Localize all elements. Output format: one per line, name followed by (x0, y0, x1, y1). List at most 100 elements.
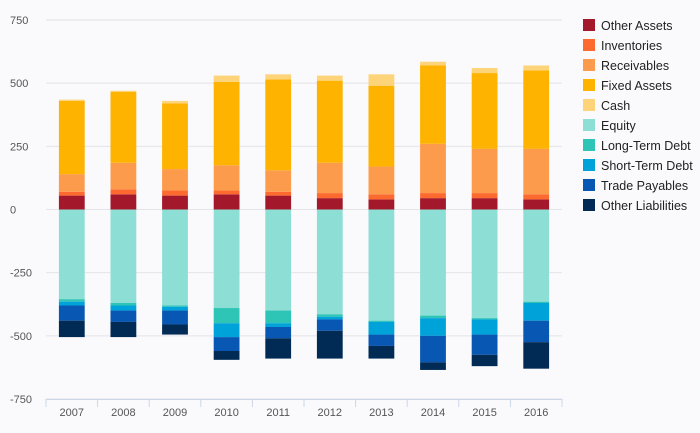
bar-segment[interactable] (162, 310, 188, 325)
bar-segment[interactable] (110, 90, 137, 93)
bar-segment[interactable] (420, 143, 446, 194)
legend-item[interactable]: Fixed Assets (583, 79, 672, 93)
bar-segment[interactable] (110, 209, 137, 303)
bar-segment[interactable] (523, 342, 550, 369)
bar-segment[interactable] (213, 81, 240, 166)
bar-segment[interactable] (316, 80, 343, 163)
bar-segment[interactable] (316, 198, 343, 210)
bar-segment[interactable] (110, 321, 137, 338)
bar-segment[interactable] (58, 209, 85, 300)
bar-segment[interactable] (213, 209, 240, 309)
bar-segment[interactable] (523, 65, 550, 71)
bar-segment[interactable] (58, 99, 85, 101)
bar-segment[interactable] (471, 319, 498, 335)
bar-segment[interactable] (368, 199, 395, 210)
bar-segment[interactable] (162, 195, 188, 210)
bar-segment[interactable] (471, 318, 498, 320)
bar-segment[interactable] (58, 301, 85, 306)
bar-segment[interactable] (368, 74, 395, 86)
bar-segment[interactable] (420, 335, 446, 363)
bar-segment[interactable] (523, 301, 550, 303)
bar-segment[interactable] (420, 362, 446, 370)
bar-segment[interactable] (162, 190, 188, 196)
bar-segment[interactable] (316, 209, 343, 315)
bar-segment[interactable] (265, 170, 292, 192)
bar-segment[interactable] (58, 191, 85, 196)
bar-segment[interactable] (162, 324, 188, 335)
bar-segment[interactable] (265, 323, 292, 327)
bar-segment[interactable] (471, 73, 498, 149)
bar-segment[interactable] (368, 345, 395, 359)
bar-segment[interactable] (162, 209, 188, 306)
legend-item[interactable]: Other Liabilities (583, 199, 687, 213)
bar-segment[interactable] (265, 195, 292, 210)
bar-segment[interactable] (213, 350, 240, 360)
bar-segment[interactable] (420, 315, 446, 319)
bar-segment[interactable] (110, 92, 137, 163)
bar-segment[interactable] (523, 302, 550, 321)
bar-segment[interactable] (265, 326, 292, 339)
bar-segment[interactable] (162, 306, 188, 311)
bar-segment[interactable] (523, 148, 550, 195)
bar-segment[interactable] (58, 100, 85, 175)
bar-segment[interactable] (58, 174, 85, 192)
bar-segment[interactable] (420, 318, 446, 336)
legend-item[interactable]: Inventories (583, 39, 662, 53)
bar-segment[interactable] (213, 308, 240, 324)
legend-item[interactable]: Other Assets (583, 19, 673, 33)
bar-segment[interactable] (162, 169, 188, 191)
bar-segment[interactable] (368, 320, 395, 322)
bar-segment[interactable] (213, 337, 240, 351)
bar-segment[interactable] (265, 79, 292, 171)
bar-segment[interactable] (420, 198, 446, 210)
bar-segment[interactable] (523, 194, 550, 200)
bar-segment[interactable] (316, 162, 343, 194)
bar-segment[interactable] (368, 85, 395, 167)
bar-segment[interactable] (316, 319, 343, 331)
bar-segment[interactable] (110, 310, 137, 322)
bar-segment[interactable] (523, 209, 550, 302)
bar-segment[interactable] (368, 321, 395, 335)
legend-item[interactable]: Trade Payables (583, 179, 688, 193)
bar-segment[interactable] (58, 195, 85, 210)
bar-segment[interactable] (265, 209, 292, 311)
bar-segment[interactable] (368, 209, 395, 321)
bar-segment[interactable] (471, 68, 498, 74)
bar-segment[interactable] (420, 209, 446, 316)
bar-segment[interactable] (162, 103, 188, 170)
bar-segment[interactable] (471, 354, 498, 367)
bar-segment[interactable] (110, 194, 137, 210)
legend-item[interactable]: Receivables (583, 59, 669, 73)
bar-segment[interactable] (368, 166, 395, 195)
bar-segment[interactable] (265, 310, 292, 324)
bar-segment[interactable] (265, 74, 292, 80)
bar-segment[interactable] (110, 305, 137, 311)
legend-item[interactable]: Short-Term Debt (583, 159, 693, 173)
bar-segment[interactable] (471, 334, 498, 355)
bar-segment[interactable] (316, 330, 343, 359)
bar-segment[interactable] (471, 198, 498, 210)
bar-segment[interactable] (58, 305, 85, 321)
bar-segment[interactable] (316, 193, 343, 199)
bar-segment[interactable] (523, 70, 550, 149)
bar-segment[interactable] (420, 61, 446, 66)
bar-segment[interactable] (110, 189, 137, 195)
bar-segment[interactable] (523, 199, 550, 210)
bar-segment[interactable] (471, 209, 498, 319)
bar-segment[interactable] (265, 338, 292, 359)
bar-segment[interactable] (471, 193, 498, 199)
bar-segment[interactable] (316, 75, 343, 81)
bar-segment[interactable] (110, 302, 137, 306)
bar-segment[interactable] (162, 100, 188, 104)
bar-segment[interactable] (58, 320, 85, 338)
bar-segment[interactable] (58, 299, 85, 302)
legend-item[interactable]: Cash (583, 99, 630, 113)
bar-segment[interactable] (316, 316, 343, 320)
bar-segment[interactable] (368, 334, 395, 346)
bar-segment[interactable] (110, 162, 137, 190)
bar-segment[interactable] (316, 314, 343, 317)
bar-segment[interactable] (213, 190, 240, 195)
bar-segment[interactable] (213, 75, 240, 82)
legend-item[interactable]: Equity (583, 119, 636, 133)
legend-item[interactable]: Long-Term Debt (583, 139, 691, 153)
